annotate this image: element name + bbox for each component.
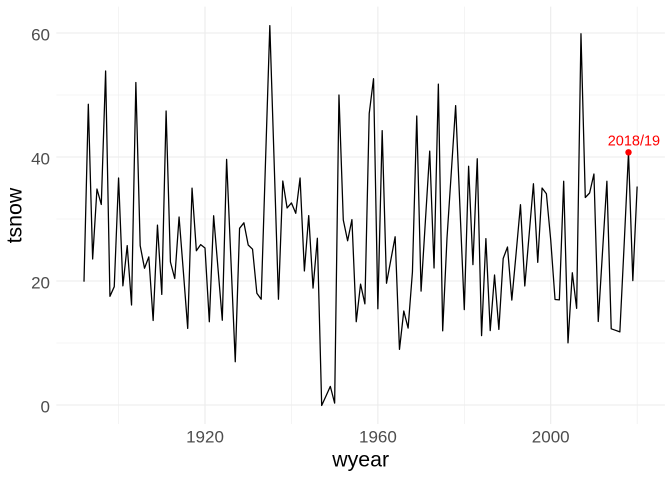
- svg-text:1920: 1920: [186, 428, 224, 447]
- svg-text:wyear: wyear: [331, 448, 389, 472]
- svg-text:60: 60: [31, 26, 50, 45]
- svg-text:2000: 2000: [532, 428, 570, 447]
- svg-text:1960: 1960: [359, 428, 397, 447]
- svg-text:40: 40: [31, 150, 50, 169]
- svg-text:2018/19: 2018/19: [608, 134, 660, 150]
- svg-text:20: 20: [31, 274, 50, 293]
- svg-text:tsnow: tsnow: [3, 187, 27, 243]
- svg-text:0: 0: [41, 398, 50, 417]
